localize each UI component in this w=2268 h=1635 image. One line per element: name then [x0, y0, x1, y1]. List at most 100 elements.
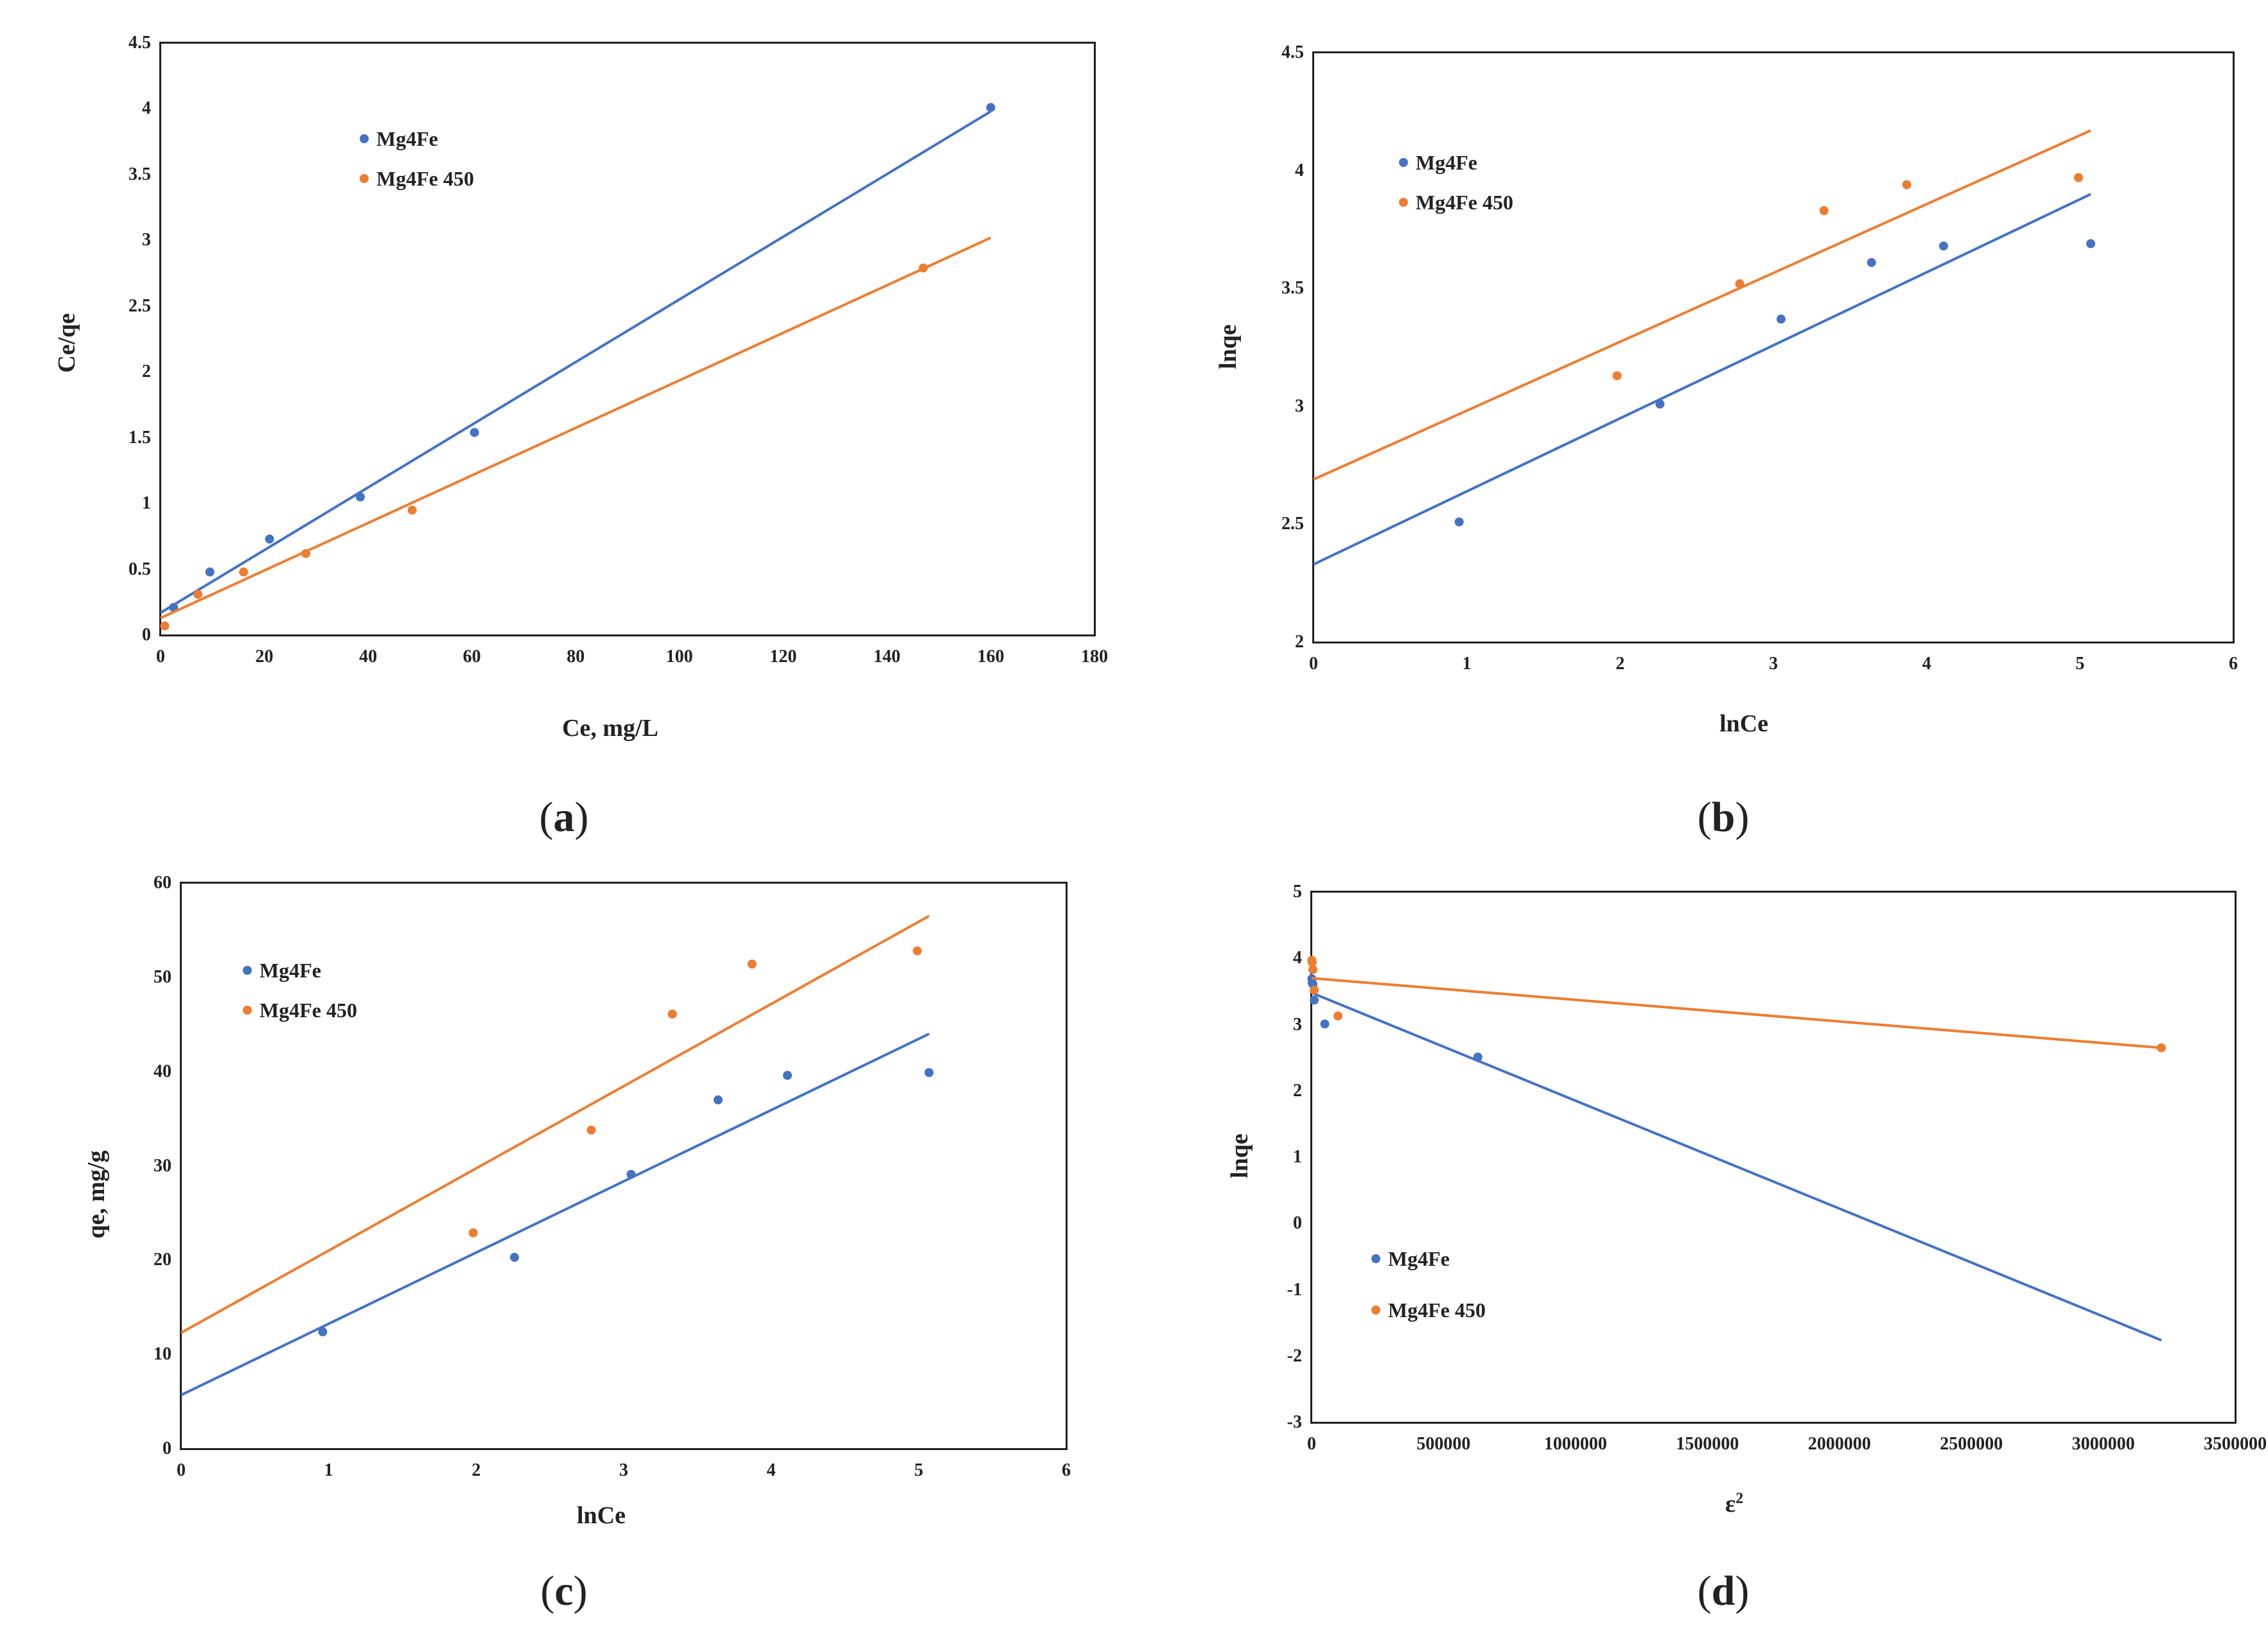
x-axis-title-base: ε [1725, 1491, 1736, 1517]
legend-label: Mg4Fe [259, 958, 321, 982]
data-point-mg4fe [1473, 1053, 1482, 1062]
y-tick-label: 4.5 [1281, 42, 1304, 62]
legend-label: Mg4Fe 450 [1416, 190, 1513, 214]
caption-d: (d) [1697, 1568, 1750, 1614]
legend-item-mg4fe450-a: Mg4Fe 450 [360, 159, 474, 198]
x-tick-label: 2 [471, 1460, 481, 1480]
data-point-mg4fe [1310, 995, 1319, 1005]
legend-label: Mg4Fe 450 [259, 998, 357, 1022]
chart-frame-b [1312, 51, 2235, 643]
legend-marker-icon [360, 134, 369, 143]
y-tick-label: 10 [154, 1344, 171, 1365]
x-tick-label: 1 [324, 1460, 333, 1480]
x-tick-label: 5 [914, 1460, 924, 1480]
legend-marker-icon [1399, 158, 1408, 167]
x-tick-label: 5 [2075, 654, 2085, 674]
y-tick-label: 4 [142, 98, 151, 119]
x-axis-title-b: lnCe [1719, 710, 1768, 737]
data-point-mg4fe [1867, 258, 1876, 267]
data-point-mg4fe-450 [1308, 957, 1317, 967]
data-point-mg4fe [1776, 314, 1786, 324]
y-tick-label: 4.5 [128, 33, 151, 53]
x-tick-label: 4 [766, 1460, 776, 1480]
x-tick-label: 1000000 [1543, 1434, 1607, 1454]
x-tick-label: 6 [1062, 1460, 1071, 1480]
data-point-mg4fe [626, 1169, 636, 1179]
x-axis-title-d: ε2 [1725, 1490, 1743, 1518]
y-tick-label: 40 [154, 1061, 171, 1081]
plot-area-d [1307, 956, 2166, 1342]
y-tick-label: 0 [163, 1438, 171, 1458]
data-point-mg4fe-450 [239, 567, 249, 577]
y-tick-label: 20 [154, 1250, 171, 1270]
x-axis-title-c: lnCe [577, 1502, 626, 1529]
legend-marker-icon [243, 1006, 252, 1015]
legend-label: Mg4Fe 450 [376, 166, 474, 190]
y-tick-label: 0 [1293, 1213, 1302, 1234]
data-point-mg4fe-450 [1612, 371, 1622, 381]
y-axis-title-b: lnqe [1215, 324, 1242, 369]
y-tick-label: 3.5 [1281, 278, 1304, 299]
legend-item-mg4fe450-d: Mg4Fe 450 [1371, 1284, 1486, 1336]
y-tick-label: -3 [1287, 1412, 1302, 1432]
trendline-mg4fe-450 [160, 236, 992, 620]
x-tick-label: 20 [255, 647, 274, 667]
x-tick-label: 6 [2229, 654, 2238, 674]
data-point-mg4fe-450 [193, 590, 203, 599]
y-tick-label: 30 [154, 1155, 171, 1176]
legend-item-mg4fe-c: Mg4Fe [243, 950, 357, 990]
y-tick-label: 3 [1295, 396, 1304, 416]
data-point-mg4fe-450 [913, 946, 922, 956]
plot-area-a [159, 103, 996, 631]
y-tick-label: 2 [1293, 1080, 1302, 1101]
legend-b: Mg4Fe Mg4Fe 450 [1399, 143, 1513, 222]
data-point-mg4fe-450 [586, 1125, 596, 1135]
data-point-mg4fe [510, 1252, 520, 1262]
x-tick-label: 1500000 [1676, 1434, 1739, 1454]
y-tick-label: 4 [1295, 160, 1304, 180]
y-tick-label: 4 [1293, 948, 1302, 968]
trendline-mg4fe-450 [180, 914, 930, 1334]
x-tick-label: 2000000 [1807, 1434, 1871, 1454]
legend-c: Mg4Fe Mg4Fe 450 [243, 950, 357, 1030]
data-point-mg4fe-450 [160, 621, 170, 631]
trendline-mg4fe [180, 1033, 930, 1397]
legend-marker-icon [360, 174, 369, 183]
data-point-mg4fe [205, 567, 215, 577]
x-tick-label: 3 [619, 1460, 628, 1480]
legend-d: Mg4Fe Mg4Fe 450 [1371, 1233, 1486, 1336]
legend-marker-icon [1371, 1254, 1380, 1263]
x-tick-label: 160 [977, 647, 1005, 667]
data-point-mg4fe-450 [301, 548, 311, 558]
y-tick-label: 3 [142, 230, 151, 250]
data-point-mg4fe [470, 428, 479, 437]
data-point-mg4fe-450 [2156, 1043, 2166, 1053]
data-point-mg4fe-450 [2073, 173, 2083, 182]
data-point-mg4fe-450 [1819, 206, 1829, 216]
x-tick-label: 3 [1769, 654, 1778, 674]
caption-c: (c) [540, 1568, 588, 1614]
x-axis-title-a: Ce, mg/L [562, 715, 658, 742]
x-tick-label: 3000000 [2071, 1434, 2135, 1454]
y-tick-label: 0 [142, 625, 151, 645]
y-tick-label: -2 [1287, 1345, 1302, 1366]
data-point-mg4fe [1320, 1019, 1330, 1029]
legend-item-mg4fe-d: Mg4Fe [1371, 1233, 1486, 1284]
chart-frame-d [1310, 891, 2237, 1424]
caption-a: (a) [539, 794, 589, 841]
plot-area-b [1313, 129, 2096, 566]
data-point-mg4fe [1938, 241, 1948, 251]
x-tick-label: 3500000 [2204, 1434, 2267, 1454]
data-point-mg4fe-450 [1310, 985, 1319, 995]
data-point-mg4fe [355, 492, 365, 502]
data-point-mg4fe-450 [1902, 180, 1912, 189]
x-tick-label: 500000 [1416, 1434, 1471, 1454]
legend-item-mg4fe450-b: Mg4Fe 450 [1399, 182, 1513, 222]
chart-frame-c [180, 882, 1068, 1450]
y-tick-label: 60 [154, 873, 171, 893]
y-tick-label: 2 [142, 362, 151, 382]
data-point-mg4fe-450 [667, 1010, 677, 1019]
plot-area-c [180, 914, 934, 1397]
data-point-mg4fe [924, 1068, 934, 1078]
x-tick-label: 180 [1081, 647, 1108, 667]
